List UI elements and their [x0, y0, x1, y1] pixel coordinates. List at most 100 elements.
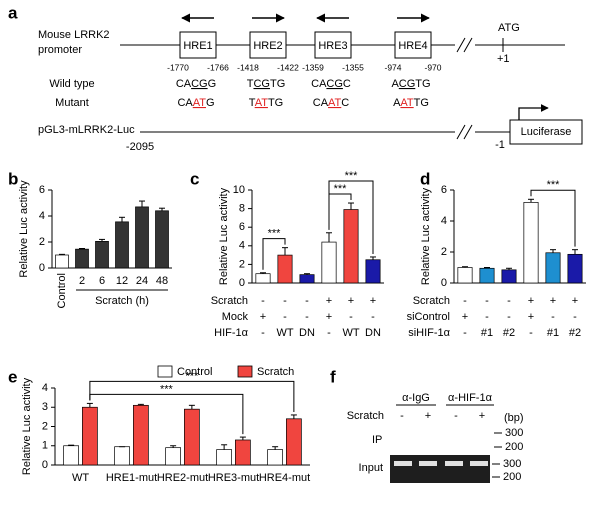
condition-label: Mock [222, 311, 249, 323]
gel-column: α-IgG [402, 392, 430, 404]
bar [165, 447, 181, 466]
bar [114, 446, 130, 466]
y-tick-label: 2 [441, 246, 447, 258]
sequence-part: C [343, 78, 351, 90]
y-tick-label: 2 [239, 258, 245, 270]
bar [115, 221, 129, 269]
break-mark [456, 124, 466, 140]
gel-column: α-HIF-1α [448, 392, 493, 404]
x-tick-label: Control [56, 273, 68, 308]
condition-value: - [371, 311, 375, 323]
sequence-part: TG [270, 78, 285, 90]
condition-value: + [528, 295, 534, 307]
condition-value: - [485, 311, 489, 323]
condition-value: + [348, 295, 354, 307]
condition-value: - [507, 295, 511, 307]
condition-value: WT [276, 327, 293, 339]
condition-value: #2 [503, 327, 515, 339]
condition-value: + [462, 311, 468, 323]
condition-value: - [305, 311, 309, 323]
y-tick-label: 1 [42, 440, 48, 452]
bar [255, 273, 271, 284]
condition-value: #2 [569, 327, 581, 339]
bar [235, 439, 251, 466]
hre-name: HRE2 [253, 40, 282, 52]
y-tick-label: 2 [42, 420, 48, 432]
condition-value: WT [342, 327, 359, 339]
hre-box [394, 31, 432, 59]
sequence-part: T [247, 78, 254, 90]
significance-bracket [89, 393, 244, 435]
condition-value: + [572, 295, 578, 307]
position: -1770 [167, 62, 189, 72]
hre-box [179, 31, 217, 59]
y-tick-label: 6 [441, 184, 447, 196]
x-tick-label: HRE4-mut [259, 472, 310, 484]
x-tick-label: 48 [156, 275, 168, 287]
condition-value: - [463, 327, 467, 339]
sequence-part: CA [313, 97, 329, 109]
condition-value: - [507, 311, 511, 323]
bar [567, 253, 583, 284]
condition-label: siHIF-1α [408, 327, 450, 339]
sequence-part: G [206, 97, 215, 109]
sequence-part: CA [177, 97, 193, 109]
significance-label: *** [160, 383, 174, 395]
luciferase-box [509, 119, 583, 145]
sequence-part: A [393, 97, 401, 109]
transcription-arrow [518, 104, 549, 120]
sequence-part: AT [193, 97, 207, 109]
hre-box [314, 31, 352, 59]
gel-band [394, 461, 412, 466]
hre-name: HRE1 [183, 40, 212, 52]
sequence-part: CA [176, 78, 192, 90]
position: -1355 [342, 62, 364, 72]
sequence-part: G [208, 78, 217, 90]
condition-label: Scratch [211, 295, 248, 307]
bar [501, 269, 517, 284]
sequence-part: C [341, 97, 349, 109]
input-label: Input [359, 462, 383, 474]
x-axis-label: Scratch (h) [95, 295, 149, 307]
gel-row-label: Scratch [347, 410, 384, 422]
construct-end: -1 [495, 139, 505, 151]
bar [299, 274, 315, 284]
x-tick-label: HRE2-mut [157, 472, 208, 484]
condition-value: - [327, 327, 331, 339]
bar [267, 449, 283, 466]
position: -970 [424, 62, 441, 72]
gel-band [419, 461, 437, 466]
y-tick-label: 4 [239, 240, 245, 252]
condition-value: - [305, 295, 309, 307]
y-tick-label: 0 [39, 262, 45, 274]
break-mark [463, 37, 473, 53]
sequence-part: CA [311, 78, 327, 90]
bar [545, 252, 561, 284]
condition-value: + [260, 311, 266, 323]
position: -1359 [302, 62, 324, 72]
condition-value: - [261, 327, 265, 339]
ip-marker: 300 [505, 427, 523, 439]
tss-label: +1 [497, 53, 510, 65]
significance-bracket [89, 380, 295, 412]
hre-name: HRE4 [398, 40, 427, 52]
y-tick-label: 6 [239, 221, 245, 233]
sequence-part: TG [268, 97, 283, 109]
legend-label: Control [177, 366, 212, 378]
condition-value: - [529, 327, 533, 339]
sequence: TATTG [249, 97, 283, 109]
significance-label: *** [334, 183, 348, 195]
y-tick-label: 4 [441, 215, 447, 227]
bar [82, 406, 98, 466]
x-tick-label: 12 [116, 275, 128, 287]
significance-label: *** [268, 228, 282, 240]
significance-bracket [328, 180, 374, 254]
bar [365, 259, 381, 284]
bar [216, 449, 232, 466]
x-tick-label: HRE1-mut [106, 472, 157, 484]
y-tick-label: 10 [233, 184, 245, 196]
ip-label: IP [372, 434, 382, 446]
sequence-part: CG [191, 78, 208, 90]
lane-label: - [400, 410, 404, 422]
